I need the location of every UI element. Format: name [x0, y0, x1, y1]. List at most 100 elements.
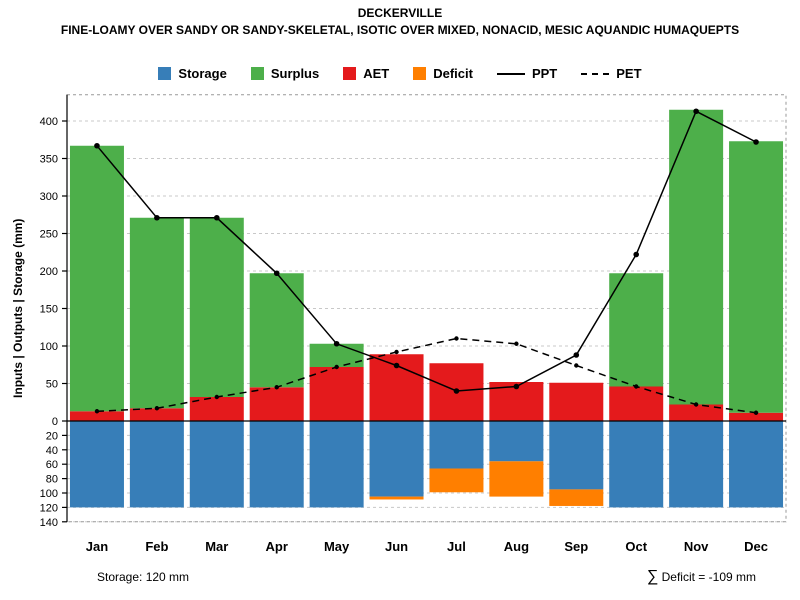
chart-legend: Storage Surplus AET Deficit PPT PET — [0, 66, 800, 81]
x-label-mar: Mar — [205, 539, 228, 554]
pet-point-dec — [753, 410, 759, 415]
bar-surplus-feb — [129, 217, 184, 409]
legend-label-storage: Storage — [178, 66, 227, 81]
bar-storage-may — [309, 421, 364, 508]
y-tick-label-80: 80 — [46, 474, 58, 486]
bar-surplus-dec — [729, 141, 784, 413]
bar-aet-oct — [609, 386, 664, 421]
y-tick-label-300: 300 — [40, 191, 58, 203]
ppt-point-dec — [753, 139, 759, 145]
bar-deficit-aug — [489, 461, 544, 497]
storage-annotation: Storage: 120 mm — [97, 570, 190, 584]
ppt-point-nov — [693, 108, 699, 115]
ppt-line-sample — [496, 72, 525, 75]
bar-surplus-apr — [249, 273, 304, 388]
y-tick-label-140: 140 — [40, 517, 58, 529]
legend-item-ppt: PPT — [496, 66, 558, 81]
aet-swatch — [343, 67, 357, 80]
y-tick-label-250: 250 — [40, 229, 58, 241]
bar-aet-may — [309, 367, 364, 421]
ppt-point-may — [333, 340, 340, 347]
y-tick-label-200: 200 — [40, 266, 58, 278]
y-tick-label-20: 20 — [46, 430, 58, 442]
legend-item-aet: AET — [343, 66, 389, 81]
ppt-point-jan — [94, 142, 100, 149]
y-axis-title: Inputs | Outputs | Storage (mm) — [11, 219, 25, 398]
pet-point-oct — [634, 384, 639, 389]
bar-storage-aug — [489, 421, 544, 462]
bar-storage-jan — [69, 421, 124, 508]
legend-item-pet: PET — [581, 66, 642, 81]
legend-item-surplus: Surplus — [250, 66, 319, 81]
bar-storage-oct — [609, 421, 664, 508]
chart-title: DECKERVILLE — [357, 6, 443, 20]
surplus-swatch — [250, 67, 264, 80]
y-tick-label-120: 120 — [40, 502, 58, 514]
ppt-line — [96, 110, 757, 392]
bar-surplus-jan — [69, 145, 124, 412]
pet-point-aug — [514, 341, 519, 346]
pet-point-jan — [94, 409, 100, 414]
chart-subtitle: FINE-LOAMY OVER SANDY OR SANDY-SKELETAL,… — [60, 23, 740, 37]
bar-storage-dec — [729, 421, 784, 508]
bar-storage-jul — [429, 421, 484, 469]
y-tick-label-50: 50 — [46, 379, 58, 391]
pet-line-sample — [581, 72, 610, 75]
ppt-point-apr — [273, 270, 280, 277]
bar-aet-apr — [249, 387, 304, 421]
bar-deficit-jun — [369, 496, 424, 500]
legend-label-aet: AET — [363, 66, 390, 81]
bar-surplus-mar — [189, 217, 244, 397]
bar-aet-feb — [129, 408, 184, 421]
ppt-point-mar — [213, 214, 220, 221]
y-tick-label-100: 100 — [40, 341, 58, 353]
pet-point-sep — [574, 363, 579, 368]
y-tick-label-0: 0 — [52, 416, 58, 428]
ppt-point-feb — [154, 214, 160, 221]
pet-point-may — [334, 364, 339, 370]
ppt-point-aug — [513, 383, 520, 390]
legend-item-deficit: Deficit — [413, 66, 473, 81]
pet-point-feb — [154, 406, 160, 411]
bar-storage-nov — [669, 421, 724, 508]
legend-label-ppt: PPT — [531, 66, 558, 81]
y-tick-label-400: 400 — [40, 116, 58, 128]
ppt-point-oct — [633, 251, 640, 258]
y-tick-label-100: 100 — [40, 488, 58, 500]
bar-aet-nov — [669, 404, 724, 421]
x-label-may: May — [324, 539, 350, 554]
x-label-nov: Nov — [684, 539, 709, 554]
pet-point-nov — [693, 402, 699, 407]
x-label-oct: Oct — [625, 539, 647, 554]
legend-label-pet: PET — [616, 66, 642, 81]
bar-aet-sep — [549, 382, 604, 421]
bar-storage-jun — [369, 421, 424, 497]
legend-item-storage: Storage — [158, 66, 227, 81]
ppt-point-jul — [453, 388, 460, 394]
storage-swatch — [158, 67, 172, 80]
bar-storage-mar — [189, 421, 244, 508]
bar-surplus-nov — [669, 109, 724, 405]
legend-label-deficit: Deficit — [433, 66, 473, 81]
x-label-aug: Aug — [504, 539, 529, 554]
x-label-sep: Sep — [564, 539, 588, 554]
pet-point-jul — [454, 336, 459, 341]
bar-storage-feb — [129, 421, 184, 508]
sigma-symbol: ∑ — [646, 568, 659, 585]
y-tick-label-350: 350 — [40, 154, 58, 166]
ppt-point-jun — [393, 362, 400, 369]
bar-storage-sep — [549, 421, 604, 490]
y-tick-label-40: 40 — [46, 445, 58, 457]
deficit-annotation-text: Deficit = -109 mm — [658, 570, 756, 584]
y-tick-label-60: 60 — [46, 459, 58, 471]
x-label-jun: Jun — [385, 539, 408, 554]
pet-line — [96, 337, 757, 414]
bar-deficit-jul — [429, 468, 484, 493]
x-label-dec: Dec — [744, 539, 768, 554]
bar-aet-jan — [69, 411, 124, 421]
bar-aet-dec — [729, 412, 784, 421]
deficit-annotation: ∑ Deficit = -109 mm — [647, 568, 756, 586]
bar-surplus-may — [309, 343, 364, 367]
bar-surplus-oct — [609, 273, 664, 387]
